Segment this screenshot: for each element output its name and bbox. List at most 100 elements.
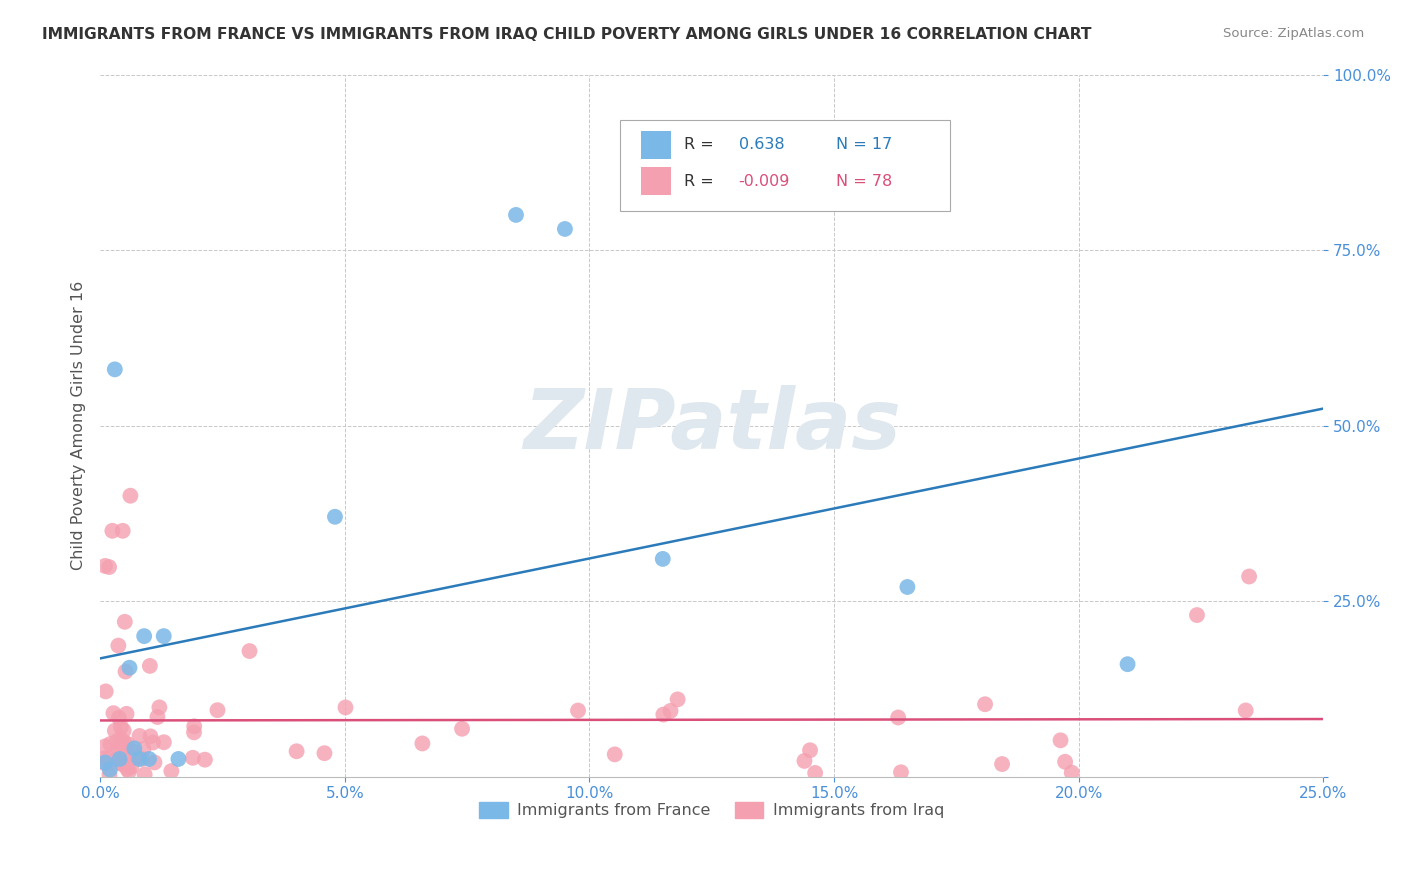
Point [118, 749, 141, 764]
Point [125, 751, 148, 765]
Point [567, 704, 589, 718]
Point [118, 764, 141, 779]
Point [110, 756, 132, 771]
Point [97, 751, 120, 765]
Point [183, 725, 205, 739]
Point [651, 552, 673, 566]
Point [94, 558, 117, 573]
Point [94, 739, 117, 754]
Text: R =: R = [683, 137, 718, 153]
Point [146, 710, 169, 724]
Point [1185, 608, 1208, 623]
Point [666, 692, 689, 706]
Point [108, 711, 131, 725]
Point [896, 580, 918, 594]
FancyBboxPatch shape [641, 167, 671, 195]
Point [103, 706, 125, 721]
Point [139, 659, 162, 673]
Point [134, 767, 156, 781]
Point [659, 704, 682, 718]
Text: ZIPatlas: ZIPatlas [523, 385, 901, 466]
Point [183, 719, 205, 733]
Point [120, 760, 142, 774]
Text: -0.009: -0.009 [738, 174, 790, 189]
Point [112, 735, 135, 749]
Point [411, 736, 433, 750]
Point [142, 735, 165, 749]
Point [1060, 765, 1083, 780]
Point [148, 700, 170, 714]
Point [1049, 733, 1071, 747]
Point [207, 703, 229, 717]
Point [323, 509, 346, 524]
Point [505, 208, 527, 222]
Point [100, 737, 122, 751]
Point [652, 707, 675, 722]
Point [120, 489, 142, 503]
Point [793, 754, 815, 768]
Point [94, 756, 117, 770]
Text: Source: ZipAtlas.com: Source: ZipAtlas.com [1223, 27, 1364, 40]
Point [181, 751, 204, 765]
Point [94, 751, 117, 765]
Point [94, 684, 117, 698]
Point [554, 222, 576, 236]
Point [98, 767, 121, 781]
Point [104, 362, 127, 376]
Point [122, 744, 145, 758]
Point [114, 615, 136, 629]
Point [138, 752, 160, 766]
Point [114, 665, 136, 679]
Point [107, 750, 129, 764]
Point [124, 741, 146, 756]
Point [101, 755, 124, 769]
Point [104, 723, 127, 738]
Point [143, 756, 166, 770]
Legend: Immigrants from France, Immigrants from Iraq: Immigrants from France, Immigrants from … [472, 796, 950, 825]
Point [887, 710, 910, 724]
Point [101, 524, 124, 538]
Point [131, 752, 153, 766]
Point [1234, 703, 1257, 717]
Point [115, 706, 138, 721]
Point [285, 744, 308, 758]
Point [112, 723, 135, 738]
Point [128, 752, 150, 766]
Point [194, 753, 217, 767]
Point [1237, 569, 1260, 583]
Point [108, 752, 131, 766]
Point [107, 743, 129, 757]
Point [160, 764, 183, 778]
Point [451, 722, 474, 736]
Point [128, 729, 150, 743]
Point [107, 639, 129, 653]
Text: 0.638: 0.638 [738, 137, 785, 153]
Point [1054, 755, 1077, 769]
FancyBboxPatch shape [620, 120, 950, 211]
Point [152, 629, 174, 643]
Point [110, 720, 132, 734]
Text: N = 17: N = 17 [837, 137, 893, 153]
Point [105, 734, 128, 748]
Point [134, 629, 156, 643]
Text: N = 78: N = 78 [837, 174, 893, 189]
Y-axis label: Child Poverty Among Girls Under 16: Child Poverty Among Girls Under 16 [72, 281, 86, 570]
Point [94, 756, 117, 771]
Point [132, 742, 155, 756]
Point [167, 752, 190, 766]
Point [117, 737, 139, 751]
Point [603, 747, 626, 762]
Point [1116, 657, 1139, 672]
Point [110, 732, 132, 747]
Point [112, 740, 135, 755]
Text: R =: R = [683, 174, 718, 189]
Point [314, 746, 336, 760]
Point [804, 766, 827, 780]
Point [153, 735, 176, 749]
Point [238, 644, 260, 658]
Point [335, 700, 357, 714]
FancyBboxPatch shape [641, 131, 671, 159]
Point [118, 661, 141, 675]
Point [98, 560, 121, 574]
Point [991, 757, 1014, 772]
